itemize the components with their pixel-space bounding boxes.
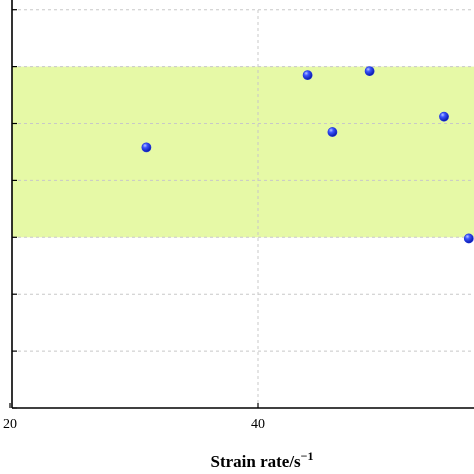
data-point <box>302 70 313 81</box>
data-point <box>141 142 152 153</box>
data-point <box>327 127 338 137</box>
data-point <box>463 233 474 244</box>
x-tick-label: 20 <box>3 417 17 432</box>
highlight-band <box>12 66 474 238</box>
data-point <box>439 111 449 122</box>
x-tick-label: 40 <box>251 417 265 432</box>
data-point <box>364 66 375 77</box>
x-axis-title: Strain rate/s−1 <box>210 449 313 471</box>
